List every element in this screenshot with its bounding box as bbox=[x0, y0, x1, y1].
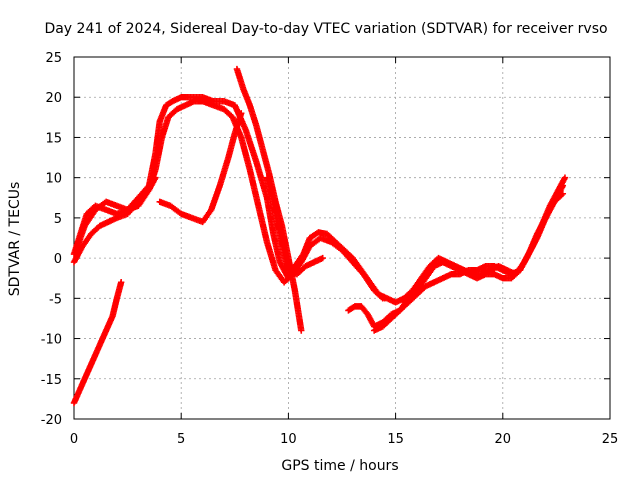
y-tick-label: -15 bbox=[41, 373, 62, 388]
y-tick-label: -10 bbox=[41, 333, 62, 348]
y-tick-label: -20 bbox=[41, 413, 62, 428]
y-axis-label: SDTVAR / TECUs bbox=[7, 182, 23, 297]
data-point bbox=[559, 190, 567, 197]
x-tick-label: 0 bbox=[70, 432, 78, 447]
x-tick-label: 20 bbox=[495, 432, 512, 447]
data-point bbox=[238, 110, 245, 117]
series-track-g bbox=[70, 279, 125, 407]
y-tick-label: 25 bbox=[45, 51, 62, 66]
data-point bbox=[319, 254, 326, 262]
series-track-b bbox=[70, 98, 386, 302]
x-axis-label: GPS time / hours bbox=[281, 458, 398, 474]
x-tick-label: 25 bbox=[602, 432, 619, 447]
series-track-f bbox=[263, 174, 326, 278]
data-point bbox=[298, 327, 305, 334]
y-tick-label: 0 bbox=[54, 252, 62, 267]
series-track-j bbox=[375, 174, 569, 306]
series-track-d bbox=[156, 110, 245, 226]
y-tick-label: 20 bbox=[45, 91, 62, 106]
series-track-c bbox=[72, 174, 159, 254]
data-points bbox=[70, 65, 569, 407]
data-point bbox=[152, 174, 159, 181]
x-tick-label: 10 bbox=[280, 432, 297, 447]
plot-frame bbox=[73, 56, 611, 420]
data-point bbox=[117, 279, 125, 286]
y-tick-label: 5 bbox=[54, 212, 62, 227]
y-tick-label: 10 bbox=[45, 172, 62, 187]
x-tick-label: 15 bbox=[387, 432, 404, 447]
grid-lines bbox=[74, 57, 610, 419]
x-tick-label: 5 bbox=[177, 432, 185, 447]
y-tick-label: 15 bbox=[45, 131, 62, 146]
data-point bbox=[561, 174, 569, 181]
chart-title: Day 241 of 2024, Sidereal Day-to-day VTE… bbox=[44, 21, 607, 37]
axis-ticks: 0 5 10 15 20 25 -20 -15 -10 -5 0 5 10 15 20 25 bbox=[41, 51, 619, 447]
y-tick-label: -5 bbox=[49, 292, 62, 307]
